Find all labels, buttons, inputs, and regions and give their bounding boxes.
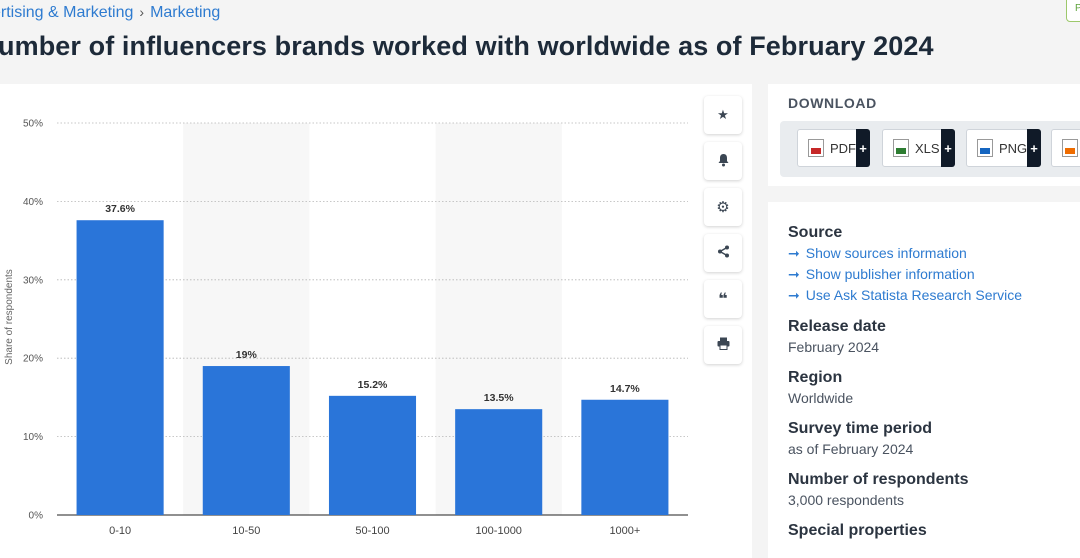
bar <box>76 220 164 515</box>
bar <box>202 366 290 515</box>
x-tick-label: 100-1000 <box>475 525 522 537</box>
bell-icon <box>717 153 730 170</box>
y-axis-label: Share of respondents <box>4 269 15 365</box>
cite-button[interactable]: ❝ <box>704 280 742 318</box>
release-date-heading: Release date <box>788 318 886 335</box>
show-sources-link[interactable]: ➞ Show sources information <box>788 245 967 261</box>
data-label: 15.2% <box>358 379 388 391</box>
page-title: umber of influencers brands worked with … <box>0 31 934 61</box>
share-icon <box>717 245 730 261</box>
bar <box>455 409 543 515</box>
y-tick-label: 40% <box>23 197 43 208</box>
bar <box>581 399 669 515</box>
favorite-button[interactable]: ★ <box>704 96 742 134</box>
settings-button[interactable]: ⚙ <box>704 188 742 226</box>
notification-button[interactable] <box>704 142 742 180</box>
arrow-right-icon: ➞ <box>788 266 800 282</box>
quote-icon: ❝ <box>718 291 728 308</box>
x-tick-label: 0-10 <box>109 525 131 537</box>
data-label: 37.6% <box>105 203 135 215</box>
plus-icon[interactable]: + <box>856 129 870 167</box>
download-pdf-button[interactable]: PDF + <box>797 129 870 167</box>
breadcrumb-item-marketing[interactable]: Marketing <box>150 4 221 21</box>
y-tick-label: 20% <box>23 354 43 365</box>
png-file-icon <box>977 139 993 157</box>
survey-period-heading: Survey time period <box>788 420 933 437</box>
data-label: 14.7% <box>610 383 640 395</box>
bar-chart: 0% 10% 20% 30% 40% 50% 37.6% 0-10 19% 10-50 15.2% 5… <box>4 119 688 537</box>
breadcrumb-separator: › <box>139 4 145 20</box>
plus-icon[interactable]: + <box>941 129 955 167</box>
download-png-button[interactable]: PNG + <box>966 129 1041 167</box>
download-heading: DOWNLOAD <box>788 95 877 111</box>
source-heading: Source <box>788 224 843 241</box>
download-buttons: PDF + XLS + PNG + <box>780 121 1080 177</box>
x-tick-label: 50-100 <box>355 525 389 537</box>
region-value: Worldwide <box>788 390 854 406</box>
y-tick-label: 50% <box>23 119 43 130</box>
region-heading: Region <box>788 369 843 386</box>
bar <box>328 395 417 515</box>
x-tick-label: 1000+ <box>609 525 640 537</box>
download-panel: DOWNLOAD PDF + XLS + PNG + <box>768 84 1080 186</box>
download-xls-label: XLS <box>915 140 940 156</box>
breadcrumb: ertising & Marketing › Marketing <box>0 4 220 22</box>
show-publisher-link[interactable]: ➞ Show publisher information <box>788 266 975 282</box>
share-button[interactable] <box>704 234 742 272</box>
release-date-value: February 2024 <box>788 339 880 355</box>
print-button[interactable] <box>704 326 742 364</box>
data-label: 13.5% <box>484 392 514 404</box>
print-icon <box>717 337 730 353</box>
y-tick-label: 0% <box>29 511 44 522</box>
gear-icon: ⚙ <box>716 199 730 216</box>
special-properties-heading: Special properties <box>788 522 927 539</box>
arrow-right-icon: ➞ <box>788 245 800 261</box>
download-ppt-button[interactable] <box>1051 129 1080 167</box>
xls-file-icon <box>893 139 909 157</box>
chart-panel: 0% 10% 20% 30% 40% 50% 37.6% 0-10 19% 10-50 15.2% 5… <box>0 84 752 558</box>
x-tick-label: 10-50 <box>232 525 260 537</box>
download-xls-button[interactable]: XLS + <box>882 129 955 167</box>
data-label: 19% <box>236 349 258 361</box>
y-tick-label: 10% <box>23 432 43 443</box>
download-png-label: PNG <box>999 140 1028 156</box>
chart-toolbar: ★ ⚙ ❝ <box>704 96 742 372</box>
arrow-right-icon: ➞ <box>788 287 800 303</box>
respondents-value: 3,000 respondents <box>788 492 904 508</box>
survey-period-value: as of February 2024 <box>788 441 914 457</box>
respondents-heading: Number of respondents <box>788 471 969 488</box>
download-pdf-label: PDF <box>830 140 856 156</box>
star-icon: ★ <box>717 107 729 122</box>
breadcrumb-item-advertising-marketing[interactable]: ertising & Marketing <box>0 4 134 21</box>
ppt-file-icon <box>1062 139 1078 157</box>
pdf-file-icon <box>808 139 824 157</box>
statistic-info-panel: Source ➞ Show sources information ➞ Show p… <box>768 202 1080 558</box>
ask-statista-link[interactable]: ➞ Use Ask Statista Research Service <box>788 287 1023 303</box>
premium-badge[interactable]: P <box>1066 0 1080 22</box>
plus-icon[interactable]: + <box>1027 129 1041 167</box>
source-section: Source ➞ Show sources information ➞ Show p… <box>788 224 1080 304</box>
y-tick-label: 30% <box>23 275 43 286</box>
